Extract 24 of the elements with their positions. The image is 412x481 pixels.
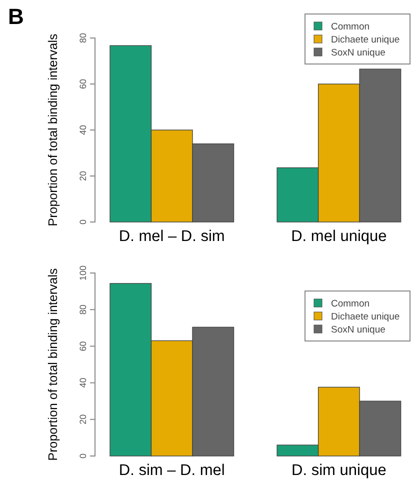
legend-label: SoxN unique (331, 324, 386, 336)
y-tick-label: 20 (78, 414, 88, 424)
x-tick-label: D. mel unique (291, 228, 387, 245)
y-tick-label: 0 (78, 453, 88, 459)
y-tick-label: 60 (78, 341, 88, 352)
y-tick-label: 100 (78, 265, 88, 281)
legend-label: Dichaete unique (331, 312, 400, 322)
y-tick-label: 40 (78, 378, 88, 388)
y-tick-label: 40 (78, 124, 88, 136)
y-tick-label: 80 (78, 304, 88, 315)
x-tick-label: D. sim unique (292, 462, 386, 479)
legend-label: Dichaete unique (331, 34, 400, 46)
y-tick-label: 80 (78, 32, 88, 44)
legend-label: SoxN unique (331, 48, 386, 58)
y-axis-title: Proportion of total binding intervals (46, 34, 60, 226)
text: B (8, 4, 24, 29)
y-tick-label: 60 (78, 78, 88, 90)
y-tick-label: 0 (78, 219, 88, 225)
y-tick-label: 20 (78, 170, 88, 182)
x-tick-label: D. sim – D. mel (118, 462, 225, 479)
legend-label: Common (331, 22, 370, 32)
x-tick-label: D. mel – D. sim (118, 228, 225, 245)
legend-label: Common (331, 298, 370, 310)
y-axis-title: Proportion of total binding intervals (46, 268, 60, 461)
